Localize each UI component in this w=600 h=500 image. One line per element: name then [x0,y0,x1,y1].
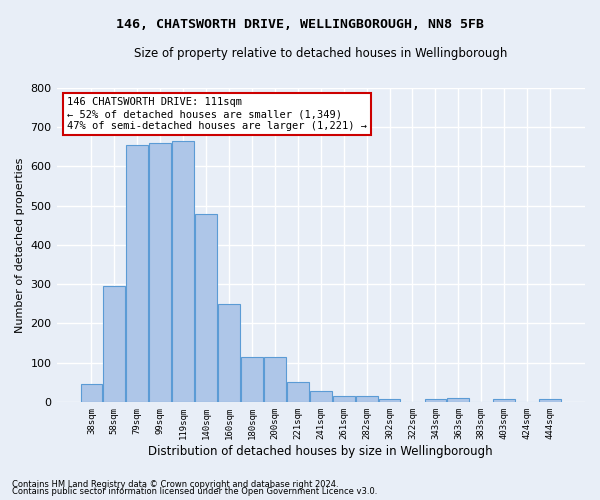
Bar [172,141,194,402]
Y-axis label: Number of detached properties: Number of detached properties [15,158,25,332]
Bar [103,286,125,402]
Bar [218,304,240,402]
Text: Contains HM Land Registry data © Crown copyright and database right 2024.: Contains HM Land Registry data © Crown c… [12,480,338,489]
Bar [448,398,469,402]
Text: 146 CHATSWORTH DRIVE: 111sqm
← 52% of detached houses are smaller (1,349)
47% of: 146 CHATSWORTH DRIVE: 111sqm ← 52% of de… [67,98,367,130]
Bar [379,398,400,402]
Bar [493,398,515,402]
Bar [356,396,377,402]
Bar [195,214,217,402]
Bar [425,398,446,402]
Bar [287,382,309,402]
Bar [149,143,171,402]
Bar [127,145,148,402]
X-axis label: Distribution of detached houses by size in Wellingborough: Distribution of detached houses by size … [148,444,493,458]
Bar [310,391,332,402]
Bar [264,356,286,402]
Title: Size of property relative to detached houses in Wellingborough: Size of property relative to detached ho… [134,48,508,60]
Text: Contains public sector information licensed under the Open Government Licence v3: Contains public sector information licen… [12,488,377,496]
Bar [333,396,355,402]
Text: 146, CHATSWORTH DRIVE, WELLINGBOROUGH, NN8 5FB: 146, CHATSWORTH DRIVE, WELLINGBOROUGH, N… [116,18,484,30]
Bar [539,398,561,402]
Bar [80,384,103,402]
Bar [241,356,263,402]
